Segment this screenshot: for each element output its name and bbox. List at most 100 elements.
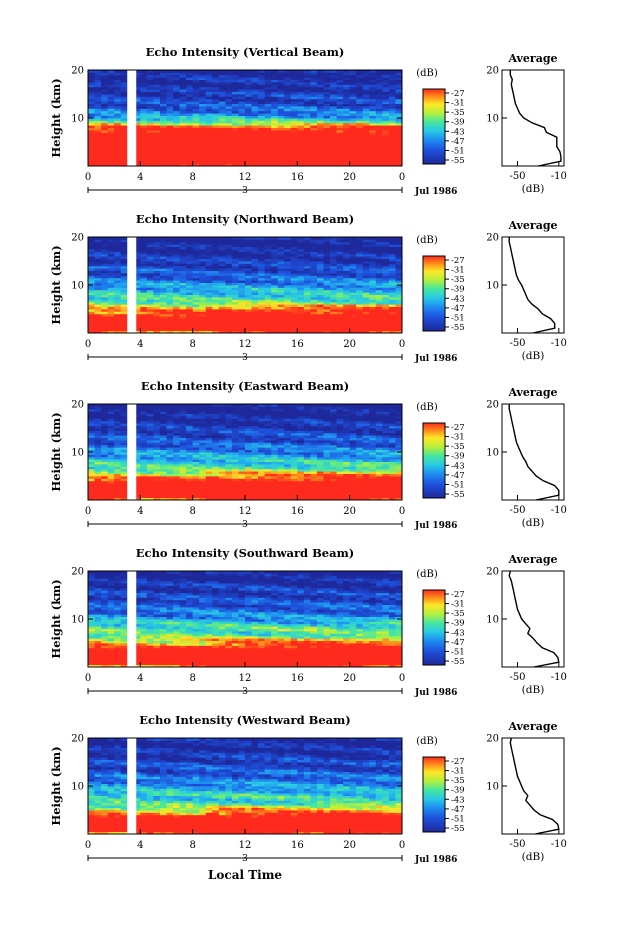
heatmap-cell — [395, 256, 403, 259]
heatmap-cell — [179, 77, 187, 80]
heatmap-cell — [88, 285, 95, 288]
heatmap-cell — [140, 432, 148, 436]
heatmap-cell — [297, 241, 305, 245]
heatmap-cell — [186, 423, 194, 426]
heatmap-cell — [88, 118, 95, 121]
heatmap-cell — [316, 263, 324, 267]
heatmap-cell — [245, 485, 252, 489]
heatmap-cell — [271, 161, 279, 164]
heatmap-cell — [101, 285, 109, 288]
heatmap-cell — [133, 466, 141, 470]
heatmap-cell — [212, 244, 220, 247]
heatmap-cell — [101, 459, 109, 462]
heatmap-cell — [192, 440, 200, 443]
heatmap-cell — [173, 425, 180, 429]
heatmap-cell — [310, 294, 318, 298]
heatmap-cell — [192, 130, 200, 133]
heatmap-cell — [251, 246, 259, 250]
heatmap-cell — [238, 246, 246, 250]
heatmap-cell — [166, 137, 174, 140]
heatmap-cell — [153, 241, 161, 245]
heatmap-cell — [356, 294, 364, 298]
heatmap-cell — [330, 158, 337, 162]
heatmap-cell — [153, 132, 161, 136]
heatmap-cell — [192, 256, 200, 259]
heatmap-cell — [173, 428, 180, 431]
heatmap-cell — [231, 265, 239, 269]
heatmap-cell — [88, 98, 95, 102]
heatmap-cell — [114, 299, 122, 303]
heatmap-cell — [179, 74, 187, 78]
heatmap-cell — [382, 134, 390, 138]
heatmap-cell — [388, 256, 396, 259]
heatmap-cell — [114, 416, 122, 419]
heatmap-cell — [251, 452, 259, 455]
heatmap-cell — [146, 413, 154, 417]
heatmap-cell — [133, 110, 141, 114]
heatmap-cell — [245, 461, 252, 465]
heatmap-cell — [114, 490, 122, 494]
heatmap-cell — [264, 130, 272, 133]
heatmap-cell — [107, 323, 115, 327]
heatmap-cell — [199, 420, 207, 424]
heatmap-cell — [146, 74, 154, 78]
heatmap-cell — [290, 161, 298, 164]
heatmap-cell — [107, 318, 115, 322]
heatmap-cell — [199, 158, 207, 162]
heatmap-cell — [231, 89, 239, 92]
heatmap-cell — [238, 454, 246, 458]
heatmap-cell — [369, 106, 377, 109]
heatmap-cell — [330, 74, 337, 78]
heatmap-cell — [231, 435, 239, 438]
heatmap-cell — [310, 244, 318, 247]
heatmap-cell — [310, 280, 318, 283]
heatmap-cell — [369, 261, 377, 264]
heatmap-cell — [245, 449, 252, 453]
heatmap-cell — [114, 127, 122, 131]
heatmap-cell — [271, 239, 279, 243]
heatmap-cell — [271, 249, 279, 252]
heatmap-cell — [362, 115, 370, 119]
heatmap-cell — [94, 101, 102, 104]
heatmap-cell — [395, 161, 403, 164]
heatmap-cell — [88, 94, 95, 97]
heatmap-cell — [199, 110, 207, 114]
heatmap-cell — [107, 423, 115, 426]
heatmap-cell — [323, 306, 331, 310]
heatmap-cell — [120, 122, 128, 126]
heatmap-cell — [133, 488, 141, 491]
heatmap-cell — [251, 101, 259, 104]
heatmap-cell — [133, 459, 141, 462]
heatmap-cell — [101, 103, 109, 107]
heatmap-cell — [212, 411, 220, 414]
heatmap-cell — [205, 246, 213, 250]
heatmap-cell — [369, 256, 377, 259]
heatmap-cell — [179, 239, 187, 243]
heatmap-cell — [303, 96, 311, 100]
heatmap-cell — [140, 318, 148, 322]
heatmap-cell — [205, 440, 213, 443]
heatmap-cell — [192, 416, 200, 419]
heatmap-cell — [349, 325, 357, 329]
heatmap-cell — [94, 301, 102, 305]
heatmap-cell — [140, 292, 148, 295]
heatmap-cell — [218, 325, 226, 329]
heatmap-cell — [101, 158, 109, 162]
heatmap-cell — [362, 144, 370, 148]
heatmap-cell — [251, 483, 259, 486]
heatmap-cell — [120, 466, 128, 470]
heatmap-cell — [362, 158, 370, 162]
heatmap-cell — [153, 268, 161, 271]
heatmap-cell — [349, 151, 357, 155]
heatmap-cell — [316, 154, 324, 157]
heatmap-cell — [107, 466, 115, 470]
heatmap-cell — [303, 256, 311, 259]
heatmap-cell — [101, 430, 109, 434]
heatmap-cell — [349, 149, 357, 152]
heatmap-cell — [277, 94, 285, 97]
heatmap-cell — [153, 82, 161, 85]
heatmap-cell — [264, 139, 272, 143]
heatmap-cell — [159, 241, 167, 245]
heatmap-cell — [186, 411, 194, 414]
heatmap-cell — [88, 96, 95, 100]
